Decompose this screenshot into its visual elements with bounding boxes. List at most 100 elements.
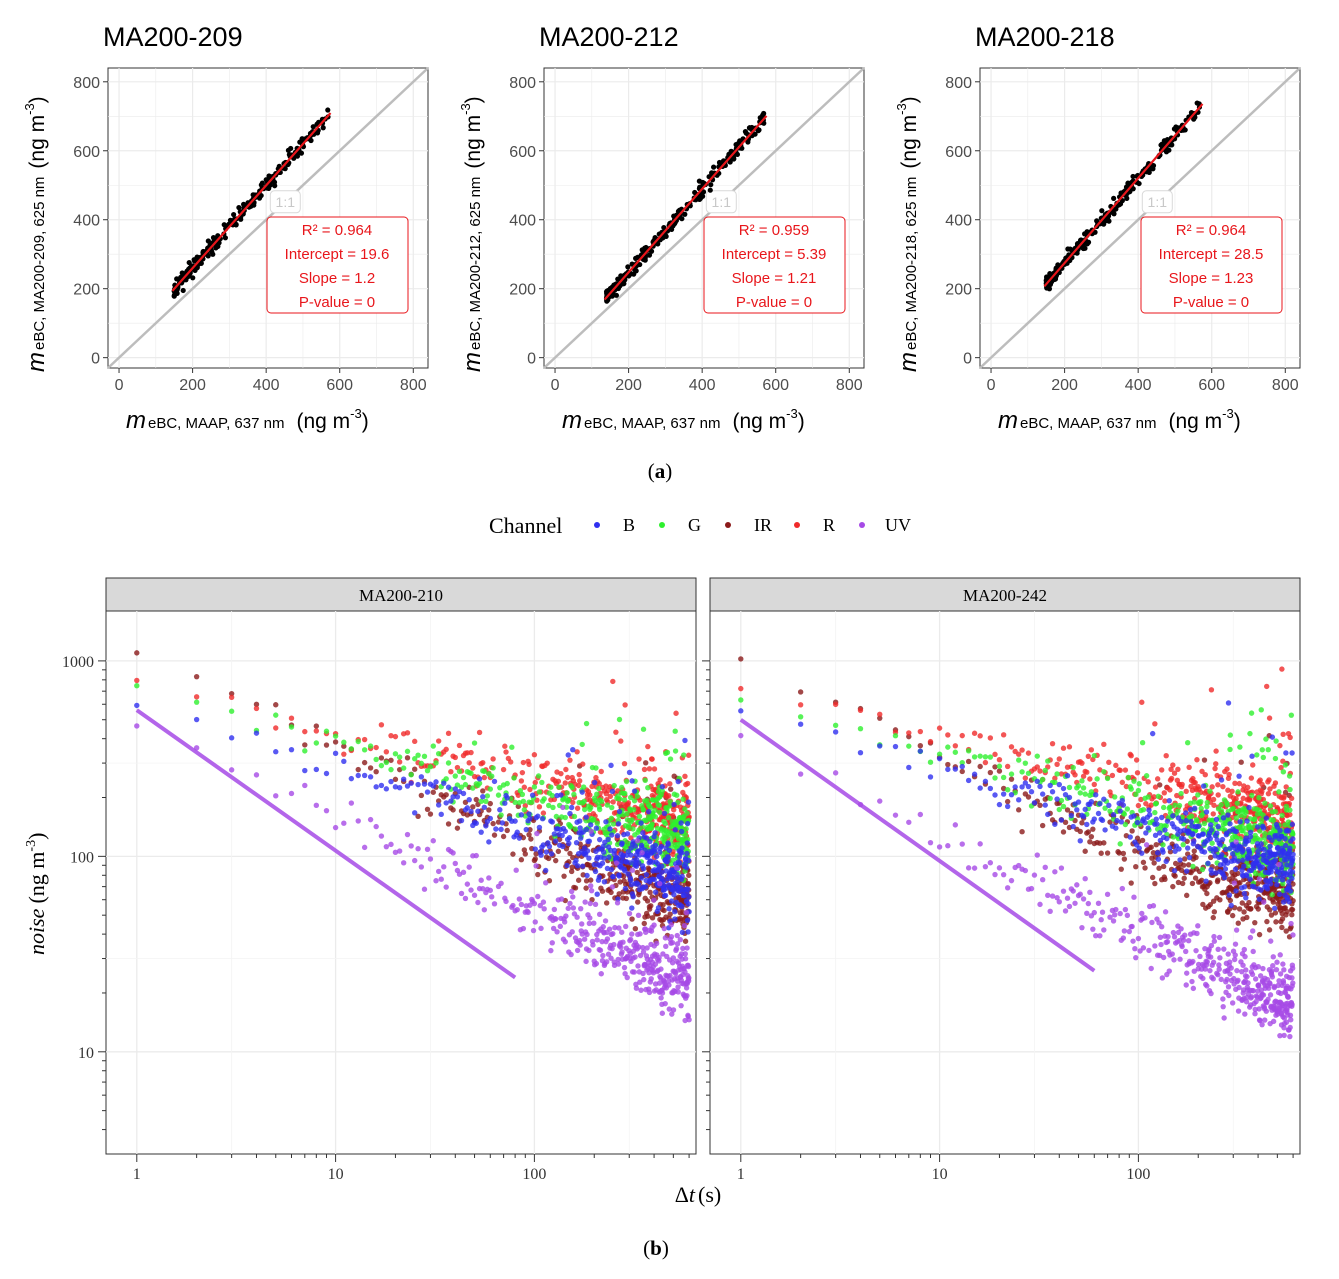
- data-point-uv: [1245, 980, 1251, 986]
- data-point-b: [1237, 819, 1243, 825]
- data-point-r: [1194, 757, 1200, 763]
- data-point-uv: [302, 782, 308, 789]
- data-point-uv: [408, 843, 414, 849]
- data-point-b: [1157, 830, 1163, 836]
- data-point-b: [288, 746, 295, 753]
- data-point-r: [622, 702, 628, 708]
- data-point-r: [396, 759, 403, 765]
- data-point-b: [1226, 892, 1233, 898]
- data-point-ir: [1210, 914, 1216, 921]
- data-point-g: [581, 798, 587, 804]
- data-point: [708, 182, 714, 188]
- data-point-uv: [659, 1010, 666, 1016]
- data-point-uv: [906, 819, 912, 825]
- chart-a3-xlabel-sub: eBC, MAAP, 637 nm: [1020, 415, 1156, 432]
- data-point-uv: [1233, 927, 1240, 933]
- data-point-g: [1265, 746, 1271, 753]
- data-point-b: [1147, 812, 1153, 818]
- data-point-b: [445, 784, 452, 790]
- data-point-b: [927, 774, 934, 780]
- chart-a2-ylabel-unit-exp: -3: [458, 103, 473, 115]
- y-tick-label: 100: [70, 849, 94, 866]
- data-point-ir: [1184, 892, 1190, 899]
- data-point-uv: [383, 843, 390, 850]
- data-point-uv: [1220, 1003, 1226, 1010]
- data-point-ir: [644, 898, 651, 904]
- data-point-g: [332, 733, 339, 739]
- x-tick-label: 0: [115, 377, 124, 394]
- data-point: [757, 115, 763, 121]
- data-point-ir: [480, 788, 486, 794]
- data-point-uv: [489, 894, 495, 900]
- data-point: [1146, 169, 1152, 175]
- data-point-b: [1143, 830, 1149, 836]
- data-point-r: [576, 771, 582, 778]
- data-point-g: [302, 748, 308, 754]
- data-point-b: [1233, 828, 1240, 835]
- data-point-r: [1159, 767, 1165, 773]
- data-point-g: [1190, 863, 1196, 870]
- data-point-uv: [600, 924, 606, 930]
- data-point-b: [473, 820, 479, 826]
- data-point-r: [645, 743, 651, 750]
- data-point-uv: [1171, 957, 1177, 963]
- data-point-b: [1269, 734, 1276, 740]
- data-point: [233, 221, 239, 228]
- data-point-b: [1241, 863, 1247, 869]
- data-point-ir: [1170, 883, 1176, 890]
- y-tick-label: 10: [78, 1045, 94, 1062]
- data-point-b: [1290, 851, 1296, 858]
- data-point-uv: [1031, 872, 1038, 878]
- data-point-b: [1045, 811, 1051, 818]
- data-point-b: [685, 901, 692, 907]
- data-point-uv: [588, 883, 594, 889]
- x-tick-label: 10: [328, 1166, 344, 1183]
- data-point-uv: [641, 976, 647, 983]
- y-tick-label: 1000: [62, 654, 94, 671]
- data-point-b: [228, 735, 235, 741]
- data-point-r: [1167, 787, 1173, 793]
- data-point-uv: [1184, 970, 1190, 976]
- data-point-uv: [1110, 918, 1117, 924]
- data-point-g: [471, 740, 478, 746]
- legend-label-uv: UV: [885, 515, 911, 535]
- data-point-ir: [1151, 860, 1157, 866]
- data-point-r: [996, 757, 1003, 763]
- data-point-g: [1280, 769, 1287, 775]
- data-point: [186, 259, 192, 266]
- data-point: [613, 292, 619, 298]
- data-point-b: [1276, 891, 1283, 898]
- data-point-b: [573, 857, 579, 864]
- data-point-g: [361, 747, 368, 753]
- chart-a2-title: MA200-212: [539, 22, 679, 52]
- data-point-r: [519, 769, 526, 776]
- data-point-g: [313, 740, 320, 746]
- data-point-ir: [504, 827, 510, 834]
- data-point-g: [1234, 800, 1240, 806]
- data-point-uv: [1215, 946, 1221, 953]
- data-point-ir: [1279, 924, 1285, 931]
- data-point-r: [621, 761, 628, 767]
- data-point-uv: [554, 929, 560, 935]
- data-point-b: [1180, 836, 1187, 842]
- data-point-g: [579, 741, 585, 748]
- data-point-ir: [470, 804, 476, 810]
- data-point-g: [498, 812, 504, 818]
- data-point-uv: [1008, 877, 1015, 884]
- data-point-g: [535, 773, 542, 779]
- data-point-uv: [651, 897, 657, 903]
- data-point-r: [443, 746, 449, 753]
- data-point-b: [662, 892, 669, 899]
- data-point-ir: [1004, 798, 1011, 805]
- data-point-g: [609, 804, 615, 811]
- data-point-ir: [623, 895, 630, 902]
- data-point-r: [575, 782, 582, 789]
- data-point-b: [600, 849, 607, 855]
- chart-b1-title: MA200-210: [359, 586, 443, 605]
- data-point-uv: [1133, 954, 1139, 961]
- data-point-b: [560, 843, 566, 850]
- data-point-uv: [1221, 946, 1227, 952]
- data-point-b: [1088, 799, 1095, 805]
- data-point-r: [1139, 699, 1145, 705]
